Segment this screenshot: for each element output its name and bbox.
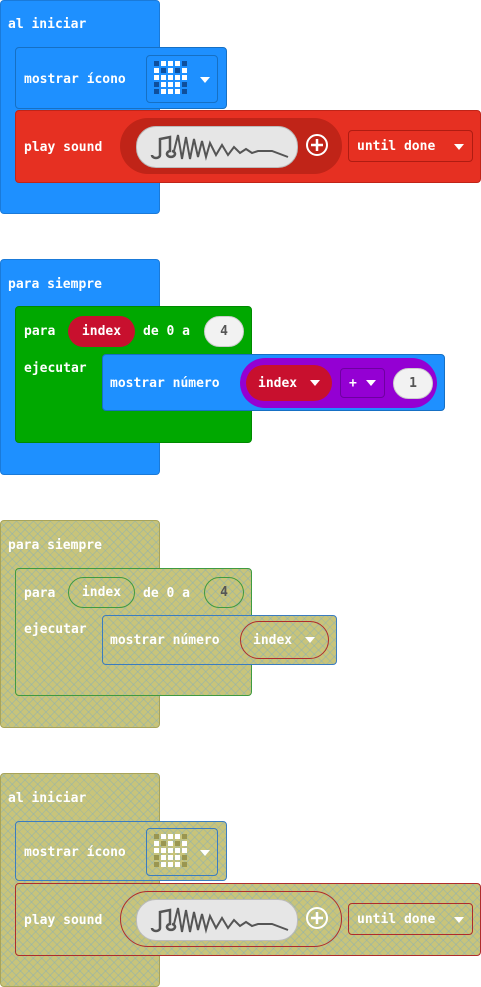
play-sound-label: play sound [24, 913, 103, 928]
chevron-down-icon [454, 144, 464, 150]
led-pixel [154, 862, 159, 867]
led-pixel [154, 68, 159, 73]
sound-waveform [150, 907, 289, 934]
led-pixel [161, 834, 166, 839]
led-pixel [168, 862, 173, 867]
led-pixel [182, 862, 187, 867]
chevron-down-icon [454, 917, 464, 923]
operator-dropdown[interactable]: + [340, 368, 385, 398]
led-pixel [175, 848, 180, 853]
index-label: index [253, 632, 293, 648]
chevron-down-icon [366, 380, 376, 386]
forever-label: para siempre [8, 538, 102, 553]
play-sound-label: play sound [24, 140, 103, 155]
led-pixel [161, 862, 166, 867]
range-label: de 0 a [143, 324, 190, 339]
music-note-icon [150, 908, 177, 933]
led-pixel [175, 61, 180, 66]
sound-picker[interactable] [136, 899, 298, 941]
led-pixel [175, 841, 180, 846]
led-pixel [182, 841, 187, 846]
led-pixel [182, 82, 187, 87]
led-pixel [161, 68, 166, 73]
index-variable[interactable]: index [68, 577, 135, 608]
do-label: ejecutar [24, 361, 87, 376]
chevron-down-icon [200, 77, 210, 83]
until-done-label: until done [357, 138, 436, 154]
do-label: ejecutar [24, 622, 87, 637]
for-label: para [24, 586, 56, 601]
led-pixel [168, 834, 173, 839]
operand-input[interactable]: 1 [393, 368, 433, 399]
led-pixel [161, 61, 166, 66]
led-pixel [175, 89, 180, 94]
for-label: para [24, 324, 56, 339]
led-pixel [168, 68, 173, 73]
index-variable[interactable]: index [68, 316, 135, 347]
led-pixel [175, 855, 180, 860]
led-pixel [182, 848, 187, 853]
on-start-label: al iniciar [8, 791, 87, 806]
sound-waveform [150, 134, 289, 161]
led-pixel [175, 82, 180, 87]
led-pixel [182, 855, 187, 860]
led-pixel [154, 855, 159, 860]
led-pixel [175, 75, 180, 80]
led-pixel [154, 89, 159, 94]
show-number-label: mostrar número [110, 376, 220, 391]
led-pixel [168, 841, 173, 846]
led-pixel [175, 862, 180, 867]
forever-label: para siempre [8, 277, 102, 292]
range-label: de 0 a [143, 586, 190, 601]
on-start-label: al iniciar [8, 17, 87, 32]
until-done-dropdown[interactable]: until done [348, 130, 473, 162]
led-pixel [154, 82, 159, 87]
led-pixel [154, 834, 159, 839]
led-pixel [182, 75, 187, 80]
skull-icon [154, 61, 190, 97]
led-pixel [168, 848, 173, 853]
add-circle-icon[interactable] [305, 133, 329, 157]
led-pixel [168, 82, 173, 87]
chevron-down-icon [200, 850, 210, 856]
led-pixel [168, 75, 173, 80]
led-pixel [168, 89, 173, 94]
led-pixel [161, 82, 166, 87]
led-pixel [168, 61, 173, 66]
led-pixel [161, 855, 166, 860]
until-done-label: until done [357, 911, 436, 927]
led-pixel [175, 68, 180, 73]
music-note-icon [150, 135, 177, 160]
led-pixel [168, 855, 173, 860]
led-pixel [182, 89, 187, 94]
led-pixel [161, 75, 166, 80]
skull-icon [154, 834, 190, 870]
led-pixel [154, 75, 159, 80]
until-done-dropdown[interactable]: until done [348, 903, 473, 935]
show-number-label: mostrar número [110, 633, 220, 648]
sound-picker[interactable] [136, 126, 298, 168]
operator-label: + [349, 375, 357, 391]
range-end-input[interactable]: 4 [204, 577, 244, 608]
chevron-down-icon [305, 637, 315, 643]
led-pixel [154, 61, 159, 66]
show-icon-label: mostrar ícono [24, 72, 126, 87]
led-pixel [175, 834, 180, 839]
led-pixel [182, 68, 187, 73]
led-pixel [154, 848, 159, 853]
add-circle-icon[interactable] [305, 906, 329, 930]
show-icon-label: mostrar ícono [24, 845, 126, 860]
led-pixel [161, 841, 166, 846]
led-pixel [182, 61, 187, 66]
index-label: index [258, 375, 298, 391]
led-pixel [154, 841, 159, 846]
led-pixel [161, 89, 166, 94]
led-pixel [182, 834, 187, 839]
chevron-down-icon [310, 380, 320, 386]
range-end-input[interactable]: 4 [204, 316, 244, 347]
index-variable[interactable]: index [240, 621, 329, 659]
led-pixel [161, 848, 166, 853]
